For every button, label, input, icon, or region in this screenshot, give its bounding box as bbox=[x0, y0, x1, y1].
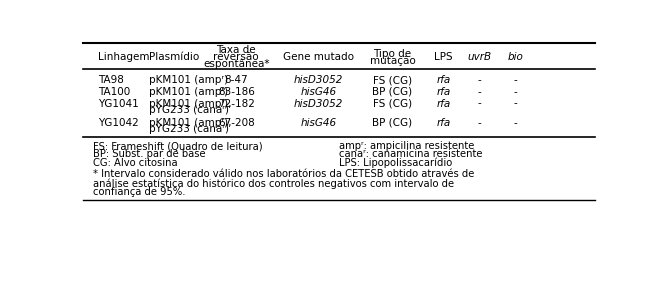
Text: rfa: rfa bbox=[437, 118, 451, 128]
Text: reversão: reversão bbox=[214, 52, 259, 62]
Text: LPS: Lipopolissacarídio: LPS: Lipopolissacarídio bbox=[338, 158, 452, 168]
Text: 67-208: 67-208 bbox=[218, 118, 254, 128]
Text: -: - bbox=[514, 87, 518, 97]
Text: 72-182: 72-182 bbox=[218, 98, 254, 108]
Text: pKM101 (ampʳ),: pKM101 (ampʳ), bbox=[149, 98, 232, 108]
Text: Plasmídio: Plasmídio bbox=[149, 52, 200, 62]
Text: Linhagem: Linhagem bbox=[98, 52, 149, 62]
Text: pYG233 (canaʳ): pYG233 (canaʳ) bbox=[149, 105, 229, 115]
Text: hisG46: hisG46 bbox=[300, 87, 336, 97]
Text: ampʳ: ampicilina resistente: ampʳ: ampicilina resistente bbox=[338, 141, 474, 151]
Text: * Intervalo considerado válido nos laboratórios da CETESB obtido através de: * Intervalo considerado válido nos labor… bbox=[93, 169, 474, 179]
Text: pKM101 (ampʳ),: pKM101 (ampʳ), bbox=[149, 118, 232, 128]
Text: -: - bbox=[478, 98, 481, 108]
Text: FS: Frameshift (Quadro de leitura): FS: Frameshift (Quadro de leitura) bbox=[93, 141, 262, 151]
Text: YG1042: YG1042 bbox=[98, 118, 139, 128]
Text: canaʳ: canamicina resistente: canaʳ: canamicina resistente bbox=[338, 149, 483, 159]
Text: CG: Alvo citosina: CG: Alvo citosina bbox=[93, 158, 178, 168]
Text: hisG46: hisG46 bbox=[300, 118, 336, 128]
Text: TA100: TA100 bbox=[98, 87, 130, 97]
Text: hisD3052: hisD3052 bbox=[293, 75, 343, 85]
Text: -: - bbox=[478, 75, 481, 85]
Text: Gene mutado: Gene mutado bbox=[283, 52, 354, 62]
Text: 8-47: 8-47 bbox=[225, 75, 248, 85]
Text: rfa: rfa bbox=[437, 87, 451, 97]
Text: 83-186: 83-186 bbox=[218, 87, 254, 97]
Text: pYG233 (canaʳ): pYG233 (canaʳ) bbox=[149, 124, 229, 134]
Text: hisD3052: hisD3052 bbox=[293, 98, 343, 108]
Text: uvrB: uvrB bbox=[467, 52, 492, 62]
Text: pKM101 (ampʳ): pKM101 (ampʳ) bbox=[149, 87, 228, 97]
Text: FS (CG): FS (CG) bbox=[373, 75, 412, 85]
Text: rfa: rfa bbox=[437, 75, 451, 85]
Text: FS (CG): FS (CG) bbox=[373, 98, 412, 108]
Text: Taxa de: Taxa de bbox=[217, 45, 256, 55]
Text: análise estatística do histórico dos controles negativos com intervalo de: análise estatística do histórico dos con… bbox=[93, 178, 454, 188]
Text: -: - bbox=[514, 75, 518, 85]
Text: LPS: LPS bbox=[434, 52, 453, 62]
Text: rfa: rfa bbox=[437, 98, 451, 108]
Text: YG1041: YG1041 bbox=[98, 98, 139, 108]
Text: -: - bbox=[514, 98, 518, 108]
Text: bio: bio bbox=[508, 52, 524, 62]
Text: confiança de 95%.: confiança de 95%. bbox=[93, 187, 185, 197]
Text: -: - bbox=[478, 118, 481, 128]
Text: mutação: mutação bbox=[369, 56, 415, 66]
Text: BP (CG): BP (CG) bbox=[373, 118, 412, 128]
Text: pKM101 (ampʳ): pKM101 (ampʳ) bbox=[149, 75, 228, 85]
Text: BP (CG): BP (CG) bbox=[373, 87, 412, 97]
Text: -: - bbox=[514, 118, 518, 128]
Text: espontânea*: espontânea* bbox=[203, 59, 270, 69]
Text: BP: Subst. par de base: BP: Subst. par de base bbox=[93, 149, 206, 159]
Text: Tipo de: Tipo de bbox=[373, 48, 412, 58]
Text: -: - bbox=[478, 87, 481, 97]
Text: TA98: TA98 bbox=[98, 75, 124, 85]
